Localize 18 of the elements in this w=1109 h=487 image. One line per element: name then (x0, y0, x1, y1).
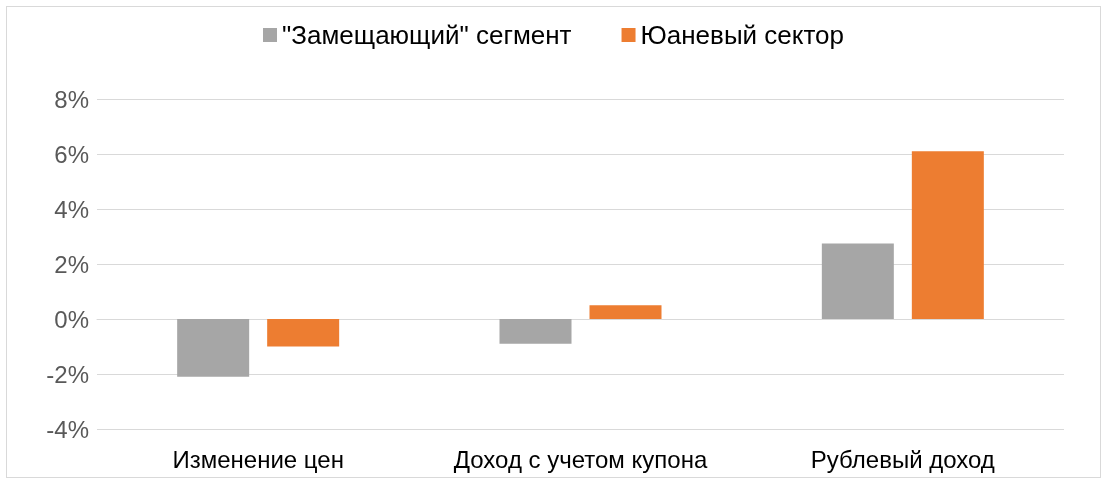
bar (267, 319, 340, 347)
y-tick-label: 8% (54, 85, 89, 113)
bar (499, 319, 572, 344)
y-tick-label: 6% (54, 140, 89, 168)
x-tick-label: Доход с учетом купона (453, 445, 708, 473)
bar (589, 305, 662, 319)
y-tick-label: 2% (54, 250, 89, 278)
y-tick-label: -4% (46, 415, 89, 443)
y-tick-label: 0% (54, 305, 89, 333)
x-tick-label: Рублевый доход (810, 445, 995, 473)
legend-label: "Замещающий" сегмент (282, 20, 572, 50)
bar (821, 243, 894, 319)
bar (911, 151, 984, 319)
y-tick-label: 4% (54, 195, 89, 223)
y-tick-label: -2% (46, 360, 89, 388)
x-tick-label: Изменение цен (172, 445, 344, 473)
bar (177, 319, 250, 377)
legend-label: Юаневый сектор (640, 20, 844, 50)
